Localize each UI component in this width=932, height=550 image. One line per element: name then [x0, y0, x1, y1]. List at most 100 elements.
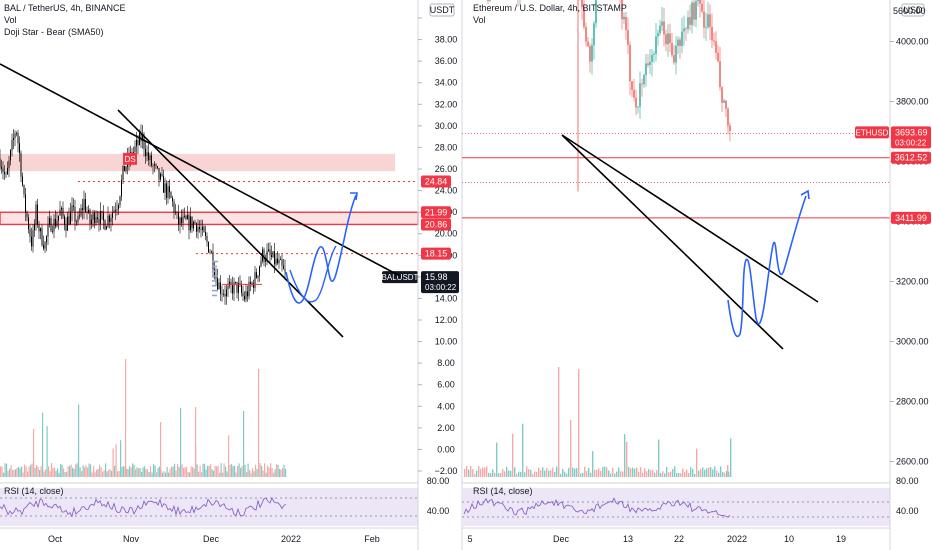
eth-candle [675, 45, 677, 63]
eth-current-price: 3693.69 [895, 127, 928, 137]
eth-volume-bar [678, 473, 680, 477]
eth-candle [635, 97, 637, 108]
bal-volume-bar [223, 463, 225, 477]
bal-candle [103, 212, 104, 221]
bal-volume-bar [79, 467, 81, 477]
eth-tick-label: 3000.00 [896, 337, 929, 347]
bal-candle [259, 266, 260, 276]
eth-volume-bar [484, 467, 486, 477]
eth-volume-bar [594, 469, 596, 477]
bal-volume-bar [235, 472, 237, 477]
bal-volume-bar [73, 468, 75, 477]
bal-candle [53, 218, 55, 232]
eth-volume-bar [638, 471, 640, 477]
bal-candle [79, 215, 80, 217]
bal-candle [119, 196, 121, 206]
eth-chart-pane[interactable]: ETHUSD Ethereum / U.S. Dollar, 4h, BITST… [462, 0, 890, 544]
bal-volume-bar [18, 466, 20, 477]
bal-candle [23, 185, 25, 195]
bal-volume-bar [97, 469, 99, 477]
eth-volume-bar [530, 469, 532, 477]
eth-volume-bar [468, 469, 470, 477]
eth-volume-bar [578, 369, 580, 477]
bal-candle [95, 217, 97, 224]
eth-time-label: 19 [836, 534, 846, 544]
bal-volume-bar [75, 464, 77, 477]
bal-volume-bar [270, 463, 272, 477]
bal-title: BAL / TetherUS, 4h, BINANCE [4, 3, 126, 13]
bal-candle [227, 285, 229, 290]
eth-volume-bar [526, 466, 528, 477]
bal-candle [184, 215, 185, 217]
bal-volume-bar [120, 440, 122, 477]
bal-volume-bar [136, 467, 138, 477]
eth-candle [623, 16, 625, 20]
eth-volume-bar [614, 473, 616, 477]
bal-volume-bar [232, 466, 234, 477]
bal-volume-bar [66, 471, 68, 477]
bal-volume-bar [69, 465, 71, 477]
bal-rsi-line [0, 496, 418, 518]
eth-candle [657, 33, 659, 37]
bal-volume-bar [210, 464, 212, 477]
bal-volume-bar [222, 472, 224, 477]
eth-volume-bar [698, 470, 700, 477]
bal-candle [169, 186, 170, 193]
bal-candle [1, 166, 2, 169]
bal-candle [94, 213, 95, 224]
bal-candle [10, 150, 11, 161]
bal-candle [37, 204, 38, 225]
eth-candles [487, 0, 731, 192]
eth-volume-bar [528, 469, 530, 477]
bal-volume-bar [208, 465, 210, 477]
bal-chart-pane[interactable]: BALUSDT DS BAL / TetherUS, 4h, BINANCE V… [0, 3, 419, 544]
bal-candle [274, 251, 275, 265]
bal-volume-bar [220, 463, 222, 477]
eth-volume-bar [482, 467, 484, 477]
eth-volume-bar [612, 467, 614, 477]
eth-volume-bar [520, 472, 522, 477]
eth-candle [621, 0, 623, 20]
bal-projection-path-2 [289, 245, 337, 303]
usdt-currency-label: USDT [430, 5, 455, 15]
bal-volume-bar [216, 466, 218, 477]
bal-supply-zone [0, 153, 395, 172]
bal-candle [191, 216, 193, 229]
bal-level-tag [421, 218, 451, 231]
bal-candle [20, 153, 22, 177]
eth-lower-trendline [561, 134, 784, 350]
eth-volume-bar [548, 470, 550, 477]
bal-candle [181, 217, 182, 223]
eth-price-levels: ETHUSD [462, 126, 890, 219]
bal-volume-bar [49, 471, 51, 477]
bal-volume-bar [33, 428, 35, 477]
eth-volume-bar [466, 466, 468, 477]
bal-major-trendline [0, 63, 401, 277]
bal-volume-bar [16, 467, 18, 477]
eth-volume-bar [702, 467, 704, 477]
bal-tick-label: 20.00 [435, 229, 458, 239]
bal-volume-bar [142, 467, 144, 477]
bal-candle [157, 166, 158, 169]
bal-candle [280, 259, 281, 260]
bal-volume-bar [165, 472, 167, 477]
bal-volume-bar [166, 466, 168, 477]
eth-volume-bar [708, 467, 710, 477]
bal-volume-bar [199, 465, 201, 477]
bal-volume-bar [126, 468, 128, 477]
bal-candle [241, 284, 242, 293]
bal-volume-bar [78, 404, 80, 477]
bal-volume-bar [87, 467, 89, 477]
eth-candle [721, 87, 723, 103]
bal-tick-label: −2.00 [435, 466, 458, 476]
bal-volume-bar [52, 468, 54, 477]
bal-candle [278, 259, 280, 264]
bal-volume-bar [196, 464, 198, 477]
bal-tick-label: 2.00 [437, 423, 455, 433]
bal-candle [29, 229, 31, 237]
bal-tick-label: 6.00 [437, 380, 455, 390]
bal-volume-bar [229, 464, 231, 477]
eth-candle [487, 0, 489, 1]
bal-tick-label: 38.00 [435, 35, 458, 45]
bal-candle [98, 218, 100, 224]
